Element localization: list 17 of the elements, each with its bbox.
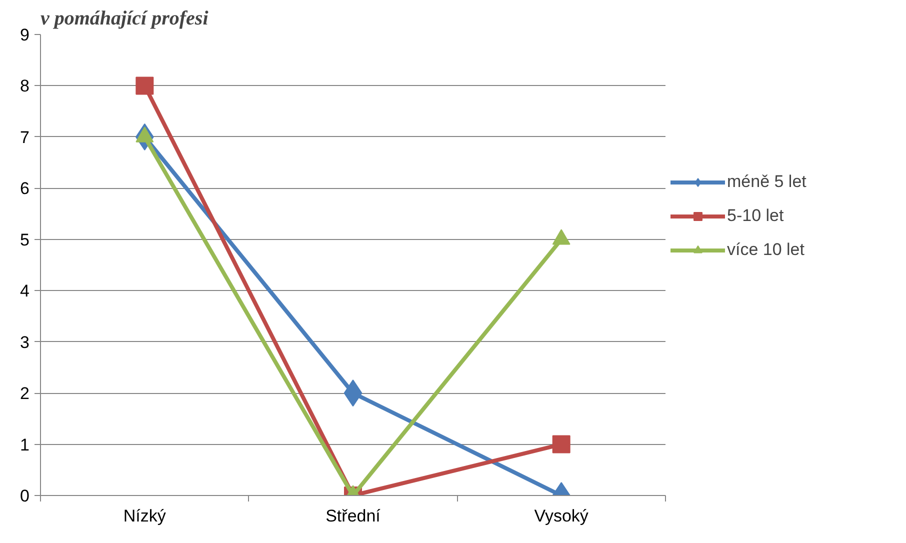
x-tick-label: Střední [326, 506, 381, 526]
chart-title: v pomáhající profesi [40, 8, 209, 30]
x-tick-label: Vysoký [534, 506, 589, 526]
y-tick-label: 5 [20, 230, 30, 250]
y-tick-label: 8 [20, 76, 30, 96]
y-tick-label: 7 [20, 128, 30, 147]
y-tick-label: 2 [20, 384, 30, 404]
legend-label: méně 5 let [727, 172, 806, 192]
y-tick-label: 4 [20, 282, 30, 301]
legend-label: více 10 let [727, 240, 804, 260]
y-tick-label: 9 [20, 26, 30, 44]
x-tick-label: Nízký [123, 506, 166, 526]
y-tick-label: 6 [20, 179, 30, 198]
y-tick-label: 1 [20, 435, 30, 454]
y-tick-label: 0 [20, 486, 30, 506]
legend-label: 5-10 let [727, 206, 784, 226]
y-tick-label: 3 [20, 332, 30, 352]
